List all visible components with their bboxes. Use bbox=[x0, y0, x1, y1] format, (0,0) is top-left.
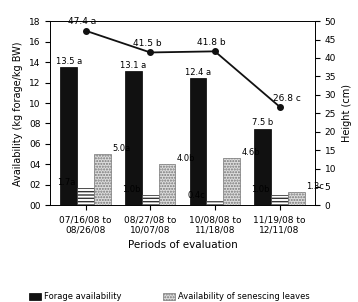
Text: 47.4 a: 47.4 a bbox=[68, 17, 97, 26]
Text: 1.0b: 1.0b bbox=[251, 185, 270, 194]
Bar bbox=[207, 201, 223, 205]
Text: 26.8 c: 26.8 c bbox=[273, 94, 301, 103]
Bar bbox=[94, 154, 111, 205]
Legend: Forage availability, Availability of green leaves, Availability of senescing lea: Forage availability, Availability of gre… bbox=[29, 292, 310, 302]
Bar bbox=[271, 195, 288, 205]
Bar bbox=[159, 164, 175, 205]
Bar bbox=[254, 129, 271, 205]
Text: 4.0b: 4.0b bbox=[177, 154, 195, 163]
Bar bbox=[142, 195, 159, 205]
Text: 41.8 b: 41.8 b bbox=[197, 38, 226, 47]
Text: 0.4c: 0.4c bbox=[188, 191, 205, 200]
Text: 13.1 a: 13.1 a bbox=[120, 61, 146, 70]
Bar bbox=[223, 158, 240, 205]
Bar bbox=[61, 67, 77, 205]
Bar bbox=[125, 71, 142, 205]
Bar bbox=[190, 79, 207, 205]
Y-axis label: Availability (kg forage/kg BW): Availability (kg forage/kg BW) bbox=[13, 41, 23, 185]
Text: 13.5 a: 13.5 a bbox=[56, 57, 82, 66]
Text: 1.7a: 1.7a bbox=[58, 178, 76, 187]
Text: 41.5 b: 41.5 b bbox=[133, 39, 161, 48]
Text: 1.0b: 1.0b bbox=[122, 185, 141, 194]
Bar bbox=[288, 192, 305, 205]
Text: 4.6b: 4.6b bbox=[241, 148, 260, 157]
Text: 1.3c: 1.3c bbox=[306, 182, 324, 191]
Text: 5.0a: 5.0a bbox=[112, 144, 130, 153]
Y-axis label: Height (cm): Height (cm) bbox=[342, 84, 352, 142]
X-axis label: Periods of evaluation: Periods of evaluation bbox=[128, 240, 237, 250]
Bar bbox=[77, 188, 94, 205]
Text: 12.4 a: 12.4 a bbox=[185, 68, 211, 77]
Text: 7.5 b: 7.5 b bbox=[252, 118, 273, 127]
